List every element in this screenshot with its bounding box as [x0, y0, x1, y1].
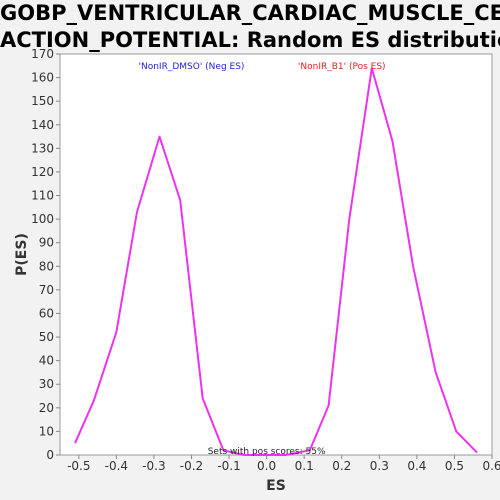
chart-title-line-1: GOBP_VENTRICULAR_CARDIAC_MUSCLE_CELL_ — [0, 1, 500, 25]
x-tick-label: -0.1 — [217, 459, 240, 473]
y-tick-label: 50 — [39, 330, 54, 344]
x-tick-label: 0.3 — [370, 459, 389, 473]
y-tick-label: 160 — [31, 71, 54, 85]
y-tick-label: 140 — [31, 118, 54, 132]
y-axis: 0 10 20 30 40 50 60 70 80 90 100 110 120 130 140 150 160… — [31, 47, 60, 462]
x-axis-label: ES — [266, 478, 286, 494]
chart-title-line-2: ACTION_POTENTIAL: Random ES distribution — [0, 28, 500, 52]
y-tick-label: 30 — [39, 377, 54, 391]
chart-title: GOBP_VENTRICULAR_CARDIAC_MUSCLE_CELL_ AC… — [0, 0, 500, 54]
x-tick-label: 0.1 — [295, 459, 314, 473]
y-tick-label: 100 — [31, 212, 54, 226]
x-tick-label: 0.0 — [257, 459, 276, 473]
distribution-line — [74, 67, 478, 456]
series-group — [74, 67, 478, 456]
x-tick-label: -0.3 — [142, 459, 165, 473]
x-tick-label: -0.5 — [67, 459, 90, 473]
y-tick-label: 90 — [39, 236, 54, 250]
y-tick-label: 80 — [39, 259, 54, 273]
x-tick-label: 0.5 — [445, 459, 464, 473]
legend-entry-pos: 'NonIR_B1' (Pos ES) — [298, 62, 386, 72]
y-axis-label: P(ES) — [14, 233, 30, 276]
y-tick-label: 130 — [31, 141, 54, 155]
y-tick-label: 10 — [39, 424, 54, 438]
x-tick-label: -0.4 — [105, 459, 128, 473]
y-tick-label: 20 — [39, 401, 54, 415]
x-axis: -0.5 -0.4 -0.3 -0.2 -0.1 0.0 0.1 0.2 0.3 0.4 0.5 0.… — [67, 455, 500, 473]
x-tick-label: -0.2 — [180, 459, 203, 473]
x-tick-label: 0.6 — [482, 459, 500, 473]
plot-area — [59, 53, 493, 456]
x-tick-label: 0.4 — [407, 459, 426, 473]
pos-score-annotation: Sets with pos scores: 55% — [208, 447, 326, 457]
y-tick-label: 170 — [31, 47, 54, 61]
y-tick-label: 60 — [39, 306, 54, 320]
y-tick-label: 120 — [31, 165, 54, 179]
x-tick-label: 0.2 — [332, 459, 351, 473]
y-tick-label: 150 — [31, 94, 54, 108]
legend-entry-neg: 'NonIR_DMSO' (Neg ES) — [139, 62, 245, 72]
y-tick-label: 0 — [46, 448, 54, 462]
y-tick-label: 110 — [31, 189, 54, 203]
y-tick-label: 40 — [39, 354, 54, 368]
y-tick-label: 70 — [39, 283, 54, 297]
